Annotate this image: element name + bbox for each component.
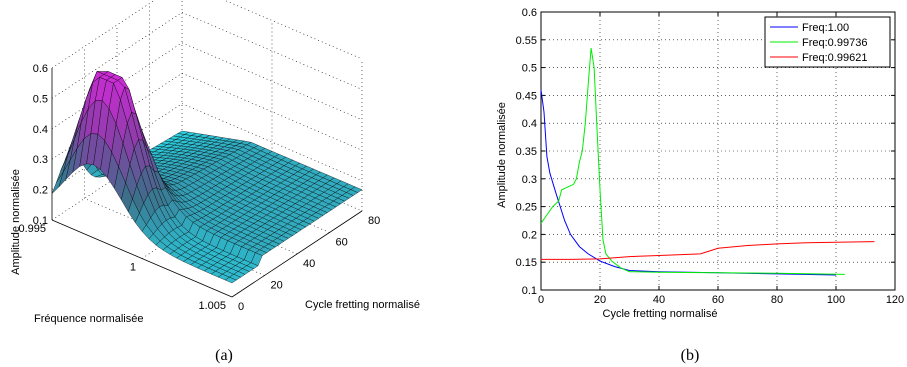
z-tick-label: 0.4 xyxy=(33,124,48,136)
y-tick-label-a: 0 xyxy=(238,301,244,313)
caption-a: (a) xyxy=(215,347,233,364)
x-tick-label: 80 xyxy=(771,294,783,306)
y-tick-label: 0.15 xyxy=(516,257,537,269)
legend: Freq:1.00 Freq:0.99736 Freq:0.99621 xyxy=(764,16,891,68)
surface-mesh xyxy=(51,71,363,284)
y-tick-label: 0.4 xyxy=(522,118,537,130)
x-tick-label: 60 xyxy=(712,294,724,306)
x-axis-label-b: Cycle fretting normalisé xyxy=(603,308,718,320)
legend-entry: Freq:0.99736 xyxy=(802,37,867,49)
x-tick-label: 20 xyxy=(594,294,606,306)
surface-chart-a: 0.1 0.2 0.3 0.4 0.5 0.6 0.995 1 1.005 0 20 40 60 80 A… xyxy=(10,0,420,364)
series-line xyxy=(540,48,845,275)
x-tick-label-a: 1 xyxy=(130,262,136,274)
y-tick-label: 0.45 xyxy=(516,90,537,102)
z-axis-label-a: Amplitude normalisée xyxy=(10,169,22,275)
y-tick-label-a: 20 xyxy=(271,280,283,292)
wall-grid-line xyxy=(181,42,363,121)
box-top-edge xyxy=(51,0,156,69)
z-tick-label: 0.6 xyxy=(33,63,48,75)
x-tick-label: 40 xyxy=(653,294,665,306)
caption-b: (b) xyxy=(681,347,700,364)
wall-grid-line xyxy=(181,12,363,90)
z-tick-label: 0.1 xyxy=(33,215,48,227)
z-tick-label: 0.3 xyxy=(33,154,48,166)
series-line xyxy=(541,241,875,260)
y-tick-label-a: 60 xyxy=(336,237,348,249)
y-tick-label: 0.6 xyxy=(522,7,537,19)
y-tick-label-a: 40 xyxy=(303,258,315,270)
x-tick-label: 0 xyxy=(538,294,544,306)
wall-grid-line xyxy=(181,103,363,181)
wall-grid-line xyxy=(181,72,363,151)
x-tick-label: 100 xyxy=(827,294,845,306)
legend-entry: Freq:1.00 xyxy=(802,22,849,34)
x-ticks: 0 20 40 60 80 100 120 xyxy=(538,12,904,306)
y-tick-label: 0.1 xyxy=(522,285,537,297)
z-tick-label: 0.5 xyxy=(33,93,48,105)
x-tick-label-a: 1.005 xyxy=(198,300,226,312)
x-tick-label-a: 0.995 xyxy=(18,223,46,235)
series-lines xyxy=(540,48,875,276)
y-axis-label-a: Cycle fretting normalisé xyxy=(305,299,420,311)
y-tick-label: 0.25 xyxy=(516,202,537,214)
y-tick-label: 0.5 xyxy=(522,63,537,75)
line-chart-b: 0 20 40 60 80 100 120 0.1 0.15 0.2 0.25 0.3 0.35 0.4… xyxy=(496,7,904,364)
surface-ticks: 0.1 0.2 0.3 0.4 0.5 0.6 0.995 1 1.005 0 20 40 60 80 xyxy=(18,63,380,313)
y-axis-label-b: Amplitude normalisée xyxy=(496,102,508,208)
legend-entry: Freq:0.99621 xyxy=(802,52,867,64)
z-tick-label: 0.2 xyxy=(33,185,48,197)
box-top-edge xyxy=(223,0,363,60)
y-tick-label: 0.2 xyxy=(522,229,537,241)
y-tick-label-a: 80 xyxy=(368,215,380,227)
x-axis-label-a: Fréquence normalisée xyxy=(34,313,143,325)
x-tick-label: 120 xyxy=(886,294,904,306)
surface-patch xyxy=(224,277,237,284)
y-tick-label: 0.35 xyxy=(516,146,537,158)
y-tick-label: 0.55 xyxy=(516,35,537,47)
y-tick-label: 0.3 xyxy=(522,174,537,186)
grid-lines xyxy=(541,12,895,290)
y-ticks: 0.1 0.15 0.2 0.25 0.3 0.35 0.4 0.45 0.5 0.55 0.6 xyxy=(516,7,895,297)
